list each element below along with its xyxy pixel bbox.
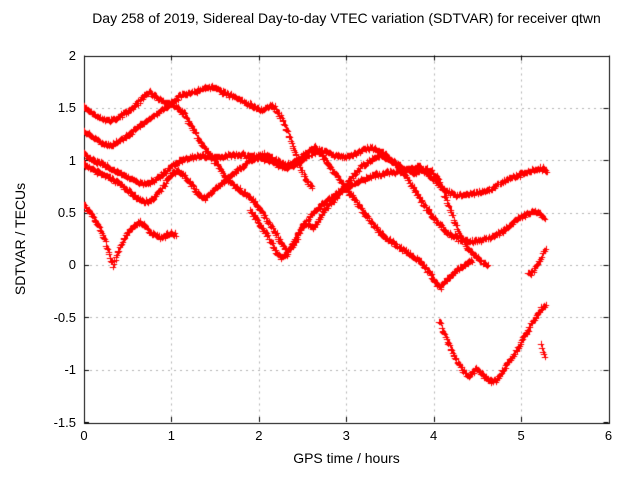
y-tick-label: 1.5 bbox=[57, 100, 76, 116]
x-tick-label: 4 bbox=[430, 428, 438, 443]
y-tick-label: -1.5 bbox=[53, 414, 76, 430]
x-tick-label: 2 bbox=[255, 428, 263, 443]
y-tick-label: 2 bbox=[68, 48, 76, 63]
x-tick-label: 6 bbox=[604, 428, 613, 443]
x-tick-label: 5 bbox=[517, 428, 525, 443]
y-tick-label: 1 bbox=[68, 152, 76, 168]
y-tick-label: 0.5 bbox=[57, 205, 76, 221]
x-axis-label: GPS time / hours bbox=[293, 450, 400, 466]
x-tick-label: 1 bbox=[167, 428, 176, 443]
y-tick-label: -0.5 bbox=[53, 309, 76, 325]
x-tick-label: 3 bbox=[342, 428, 350, 443]
chart-title: Day 258 of 2019, Sidereal Day-to-day VTE… bbox=[92, 10, 601, 26]
x-tick-label: 0 bbox=[80, 428, 88, 443]
y-tick-label: -1 bbox=[64, 362, 76, 378]
y-tick-label: 0 bbox=[68, 257, 76, 273]
